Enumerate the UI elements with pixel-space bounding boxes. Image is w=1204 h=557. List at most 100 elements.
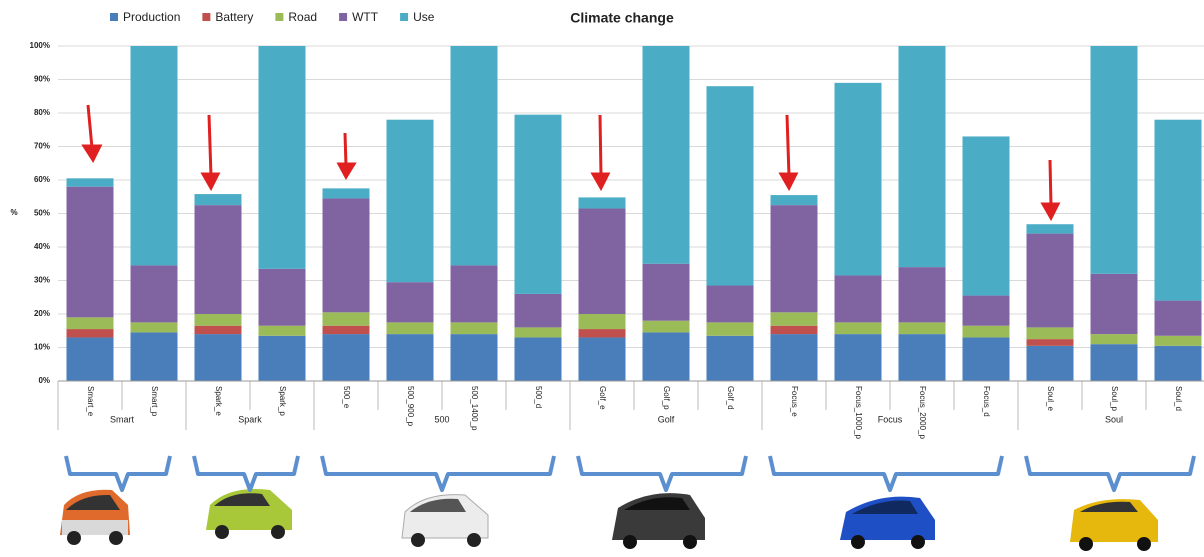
x-tick-label: 500_d bbox=[534, 386, 543, 408]
bar-segment bbox=[259, 46, 306, 269]
bar-segment bbox=[515, 337, 562, 381]
bar-segment bbox=[835, 334, 882, 381]
bar-segment bbox=[451, 46, 498, 265]
car-focus bbox=[840, 497, 935, 549]
bar-segment bbox=[899, 334, 946, 381]
bar-segment bbox=[387, 120, 434, 282]
bar-segment bbox=[195, 314, 242, 326]
bar-segment bbox=[323, 334, 370, 381]
bar-segment bbox=[707, 86, 754, 285]
bar-segment bbox=[1155, 346, 1202, 381]
bar-segment bbox=[1155, 120, 1202, 301]
bar-segment bbox=[579, 337, 626, 381]
group-brace bbox=[194, 456, 298, 490]
chart-title: Climate change bbox=[570, 10, 674, 26]
bar-segment bbox=[963, 296, 1010, 326]
x-tick-label: 500_e bbox=[342, 386, 351, 409]
bar-segment bbox=[899, 322, 946, 334]
bar-segment bbox=[323, 312, 370, 325]
legend-label: Battery bbox=[215, 10, 253, 24]
bar-segment bbox=[259, 269, 306, 326]
group-label: Focus bbox=[878, 414, 903, 424]
y-tick-label: 80% bbox=[34, 108, 50, 117]
bar-segment bbox=[835, 322, 882, 334]
bar-segment bbox=[771, 205, 818, 312]
bar-segment bbox=[643, 264, 690, 321]
bar-segment bbox=[67, 317, 114, 329]
y-tick-label: 90% bbox=[34, 75, 50, 84]
bar-segment bbox=[835, 275, 882, 322]
x-tick-label: Golf_d bbox=[726, 386, 735, 410]
group-brace bbox=[770, 456, 1002, 490]
group-brace bbox=[1026, 456, 1194, 490]
bar-segment bbox=[67, 337, 114, 381]
bar-segment bbox=[131, 322, 178, 332]
x-tick-label: Spark_e bbox=[214, 386, 223, 416]
y-tick-label: 100% bbox=[30, 41, 50, 50]
x-tick-label: Soul_p bbox=[1110, 386, 1119, 411]
bar-segment bbox=[963, 337, 1010, 381]
x-tick-label: Focus_e bbox=[790, 386, 799, 417]
bar-segment bbox=[579, 314, 626, 329]
x-tick-label: Spark_p bbox=[278, 386, 287, 416]
y-tick-label: 60% bbox=[34, 175, 50, 184]
legend-label: Use bbox=[413, 10, 435, 24]
y-axis-label: % bbox=[10, 208, 17, 217]
x-tick-label: Smart_p bbox=[150, 386, 159, 417]
group-label: Golf bbox=[658, 414, 675, 424]
bar-segment bbox=[707, 286, 754, 323]
bar-segment bbox=[451, 334, 498, 381]
bar-segment bbox=[323, 188, 370, 198]
bar-segment bbox=[515, 327, 562, 337]
bar-segment bbox=[1155, 336, 1202, 346]
bar-segment bbox=[1091, 344, 1138, 381]
bar-segment bbox=[131, 46, 178, 265]
group-brace bbox=[578, 456, 746, 490]
bar-segment bbox=[195, 194, 242, 205]
bar-segment bbox=[323, 198, 370, 312]
bar-segment bbox=[195, 205, 242, 314]
bar-segment bbox=[387, 282, 434, 322]
car-500 bbox=[402, 495, 488, 547]
bar-segment bbox=[707, 322, 754, 335]
bar-segment bbox=[1155, 301, 1202, 336]
bar-segment bbox=[195, 334, 242, 381]
bar-segment bbox=[387, 334, 434, 381]
bar-segment bbox=[451, 265, 498, 322]
x-tick-label: Golf_e bbox=[598, 386, 607, 410]
bar-segment bbox=[771, 195, 818, 205]
x-tick-label: 500_900_p bbox=[406, 386, 415, 427]
car-smart bbox=[60, 490, 130, 545]
bar-segment bbox=[515, 294, 562, 328]
x-tick-label: Focus_d bbox=[982, 386, 991, 417]
bar-segment bbox=[259, 336, 306, 381]
group-brace bbox=[322, 456, 554, 490]
y-tick-label: 10% bbox=[34, 343, 50, 352]
bar-segment bbox=[195, 326, 242, 334]
bar-segment bbox=[1027, 327, 1074, 339]
bar-segment bbox=[451, 322, 498, 334]
bar-segment bbox=[707, 336, 754, 381]
bar-segment bbox=[1091, 334, 1138, 344]
car-soul bbox=[1070, 499, 1158, 551]
car-spark bbox=[206, 489, 292, 539]
bar-segment bbox=[1091, 274, 1138, 334]
bar-segment bbox=[387, 322, 434, 334]
car-golf bbox=[612, 493, 705, 549]
bar-segment bbox=[67, 329, 114, 337]
group-brace bbox=[66, 456, 170, 490]
bar-segment bbox=[579, 329, 626, 337]
bar-segment bbox=[259, 326, 306, 336]
legend-label: Production bbox=[123, 10, 180, 24]
x-tick-label: Focus_1000_p bbox=[854, 386, 863, 439]
y-tick-label: 30% bbox=[34, 276, 50, 285]
bar-segment bbox=[899, 267, 946, 322]
x-tick-label: Smart_e bbox=[86, 386, 95, 417]
group-label: Spark bbox=[238, 414, 262, 424]
bar-segment bbox=[643, 321, 690, 333]
group-label: Soul bbox=[1105, 414, 1123, 424]
x-tick-label: Soul_e bbox=[1046, 386, 1055, 411]
legend-swatch bbox=[275, 13, 283, 21]
group-label: Smart bbox=[110, 414, 135, 424]
bar-segment bbox=[835, 83, 882, 276]
